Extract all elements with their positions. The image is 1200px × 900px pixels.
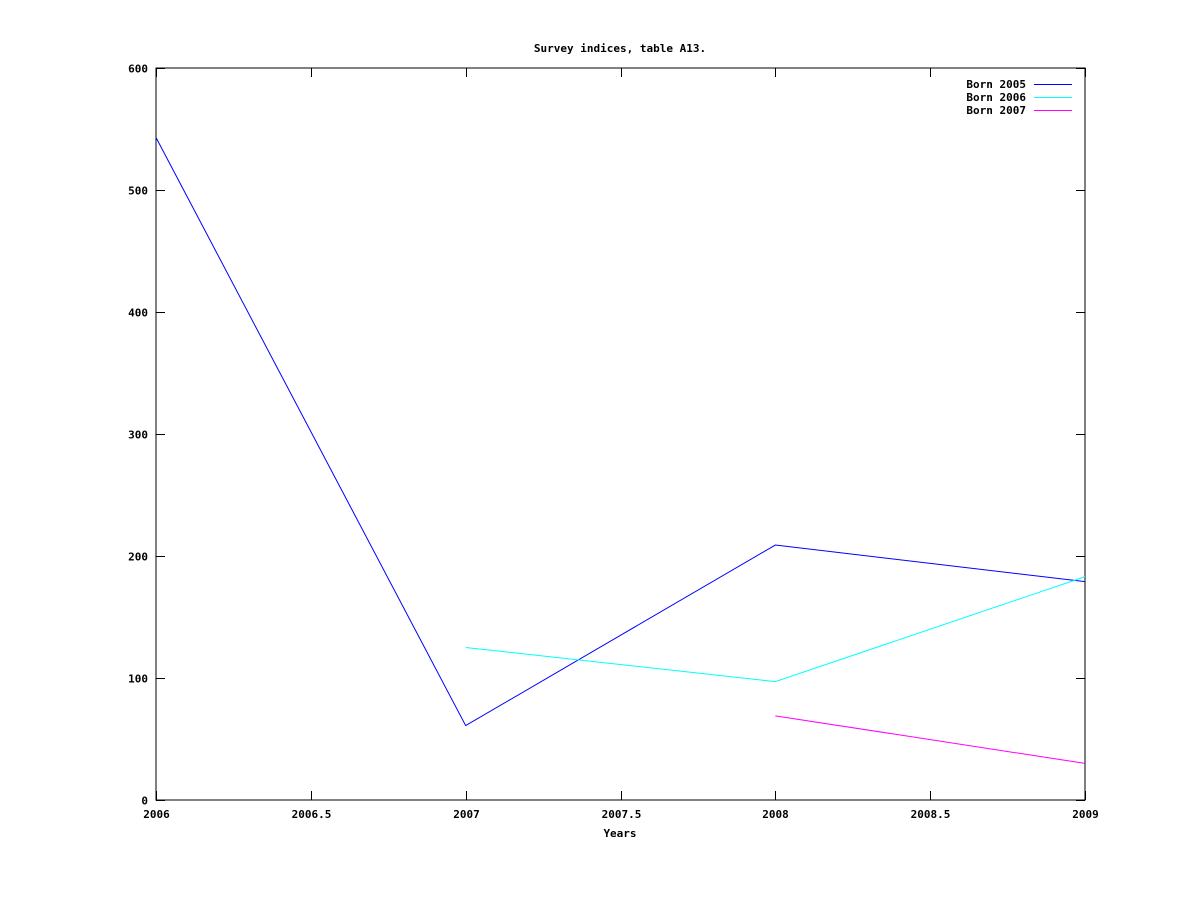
y-tick-label: 300 — [128, 429, 148, 442]
x-tick-label: 2008 — [762, 808, 789, 821]
legend-label: Born 2007 — [966, 104, 1026, 117]
series-line-born-2007 — [775, 715, 1086, 764]
x-tick-label: 2009 — [1072, 808, 1099, 821]
y-tick-label: 600 — [128, 63, 148, 76]
legend-label: Born 2005 — [966, 78, 1026, 91]
x-tick-label: 2007 — [453, 808, 480, 821]
y-tick-label: 100 — [128, 673, 148, 686]
y-tick-label: 500 — [128, 185, 148, 198]
y-tick-label: 400 — [128, 307, 148, 320]
x-tick-label: 2006.5 — [292, 808, 332, 821]
x-tick-label: 2007.5 — [602, 808, 642, 821]
x-axis-label: Years — [603, 827, 636, 840]
y-tick-label: 0 — [141, 795, 148, 808]
y-tick-label: 200 — [128, 551, 148, 564]
series-line-born-2005 — [155, 137, 1086, 727]
x-tick-label: 2008.5 — [911, 808, 951, 821]
x-tick-label: 2006 — [143, 808, 170, 821]
series-line-born-2006 — [465, 576, 1086, 683]
plot-frame — [155, 67, 1086, 801]
legend-label: Born 2006 — [966, 91, 1026, 104]
chart-title: Survey indices, table A13. — [534, 42, 706, 55]
